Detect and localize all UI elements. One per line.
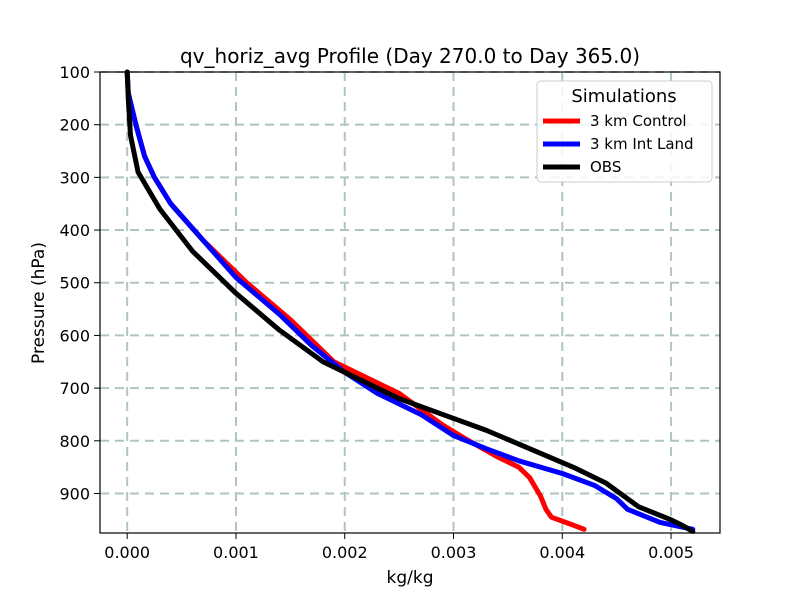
- x-tick-label: 0.000: [104, 543, 150, 562]
- y-tick-label: 300: [59, 168, 90, 187]
- x-axis-ticks: 0.000 0.001 0.002 0.003 0.004 0.005: [104, 533, 694, 562]
- x-axis-label: kg/kg: [387, 568, 434, 588]
- y-tick-label: 100: [59, 63, 90, 82]
- series-line-3: [124, 69, 696, 534]
- legend: Simulations 3 km Control 3 km Int Land OBS: [536, 80, 713, 183]
- y-tick-label: 700: [59, 379, 90, 398]
- series-layer: [124, 69, 696, 534]
- x-tick-label: 0.001: [213, 543, 259, 562]
- y-tick-label: 200: [59, 116, 90, 135]
- legend-label: OBS: [590, 158, 621, 176]
- y-tick-label: 800: [59, 432, 90, 451]
- x-tick-label: 0.002: [322, 543, 368, 562]
- x-tick-label: 0.004: [539, 543, 585, 562]
- legend-label: 3 km Control: [590, 112, 687, 130]
- y-tick-label: 900: [59, 484, 90, 503]
- legend-label: 3 km Int Land: [590, 135, 694, 153]
- y-tick-label: 500: [59, 274, 90, 293]
- y-tick-label: 600: [59, 326, 90, 345]
- legend-items: 3 km Control 3 km Int Land OBS: [543, 112, 694, 176]
- x-tick-label: 0.003: [431, 543, 477, 562]
- legend-title: Simulations: [571, 86, 676, 107]
- legend-box: [536, 80, 713, 183]
- x-tick-label: 0.005: [648, 543, 694, 562]
- chart-title: qv_horiz_avg Profile (Day 270.0 to Day 3…: [180, 44, 640, 68]
- y-axis-label: Pressure (hPa): [29, 242, 49, 364]
- y-tick-label: 400: [59, 221, 90, 240]
- plot-frame: [99, 71, 721, 534]
- y-axis-ticks: 100 200 300 400 500 600 700 800 900: [59, 63, 100, 503]
